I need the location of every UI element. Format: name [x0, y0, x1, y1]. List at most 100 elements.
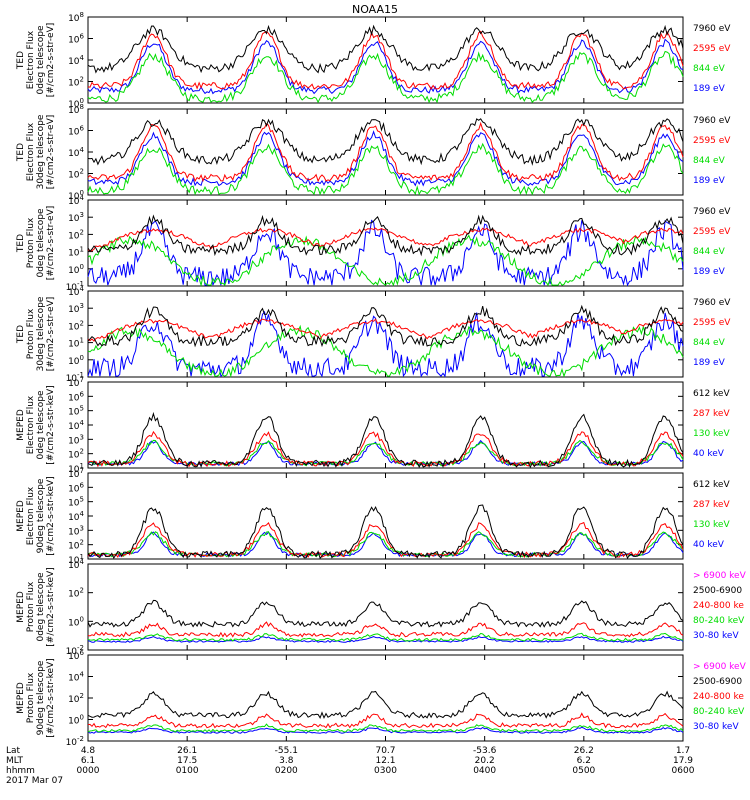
- y-tick-label: 108: [68, 11, 84, 24]
- x-row-label: hhmm: [6, 766, 35, 776]
- series-line-black: [87, 411, 684, 469]
- series-line-green: [87, 723, 684, 733]
- legend-entry: 240-800 ke: [693, 692, 744, 702]
- y-tick-label: 104: [68, 146, 84, 159]
- y-tick-label: 100: [68, 615, 84, 628]
- panel-frame: [87, 16, 684, 104]
- x-tick-lat: 26.1: [177, 746, 197, 756]
- y-axis-label-line: TED: [16, 143, 26, 162]
- legend-entry: > 6900 keV: [693, 571, 747, 581]
- x-tick-hhmm: 0600: [672, 766, 695, 776]
- x-row-label: Lat: [6, 746, 21, 756]
- y-tick-label: 103: [68, 302, 84, 315]
- y-tick-label: 106: [68, 481, 84, 494]
- y-axis-label-line: TED: [16, 234, 26, 253]
- y-axis-label-line: 90deg telescope: [36, 660, 46, 735]
- y-axis-label-line: MEPED: [16, 409, 26, 441]
- legend-entry: 844 eV: [693, 338, 726, 348]
- y-axis-label-line: MEPED: [16, 500, 26, 532]
- y-tick-label: 102: [68, 228, 84, 241]
- legend-entry: 189 eV: [693, 176, 726, 186]
- y-axis-label-line: MEPED: [16, 682, 26, 714]
- y-axis-label-line: Electron Flux: [26, 395, 36, 454]
- legend-entry: 844 eV: [693, 156, 726, 166]
- legend-entry: 189 eV: [693, 84, 726, 94]
- y-axis-label-line: [#/cm2-s-str-eV]: [46, 206, 56, 281]
- series-line-green: [87, 142, 684, 196]
- panel-ted-e-0: 100 102 104 106 108 TED Electron Flux 0deg tele…: [16, 11, 731, 110]
- y-tick-label: 10-2: [66, 735, 84, 748]
- series-line-green: [87, 50, 684, 104]
- legend-entry: 2595 eV: [693, 318, 731, 328]
- x-tick-hhmm: 0400: [473, 766, 496, 776]
- legend-entry: > 6900 keV: [693, 662, 747, 672]
- y-tick-label: 102: [68, 692, 84, 705]
- y-axis-label-line: Electron Flux: [26, 30, 36, 89]
- legend-entry: 2595 eV: [693, 44, 731, 54]
- legend-entry: 130 keV: [693, 520, 730, 530]
- y-tick-label: 102: [68, 448, 84, 461]
- y-tick-label: 104: [68, 671, 84, 684]
- y-axis-label-line: [#/cm2-s-str-eV]: [46, 115, 56, 190]
- y-tick-label: 103: [68, 524, 84, 537]
- x-tick-lat: -53.6: [473, 746, 497, 756]
- series-line-black: [87, 214, 684, 257]
- y-tick-label: 103: [68, 211, 84, 224]
- x-tick-hhmm: 0300: [374, 766, 397, 776]
- y-tick-label: 10-1: [66, 371, 84, 384]
- series-line-green: [87, 324, 684, 378]
- x-tick-lat: 1.7: [676, 746, 690, 756]
- y-axis-label: TED Proton Flux 30deg telescope [#/cm2-s-st…: [16, 296, 56, 371]
- legend-entry: 30-80 keV: [693, 722, 739, 732]
- y-tick-label: 102: [68, 168, 84, 181]
- y-axis-label: MEPED Electron Flux 0deg telescope [#/cm2-s…: [16, 385, 56, 464]
- series-line-green: [87, 632, 684, 642]
- legend-entry: 80-240 keV: [693, 707, 745, 717]
- y-tick-label: 100: [68, 263, 84, 276]
- y-axis-label-line: [#/cm2-s-str-keV]: [46, 476, 56, 555]
- chart-title: NOAA15: [352, 3, 398, 16]
- series-line-black: [87, 690, 684, 720]
- y-axis-label-line: Proton Flux: [26, 217, 36, 268]
- y-axis-label-line: 90deg telescope: [36, 478, 46, 553]
- series-line-blue: [87, 130, 684, 187]
- y-tick-label: 104: [68, 510, 84, 523]
- y-tick-label: 101: [68, 246, 84, 259]
- y-tick-label: 106: [68, 33, 84, 46]
- panel-ted-e-30: 100 102 104 106 108 TED Electron Flux 30deg tel…: [16, 103, 731, 202]
- y-tick-label: 101: [68, 337, 84, 350]
- y-axis-label-line: [#/cm2-s-str-keV]: [46, 385, 56, 464]
- y-tick-label: 102: [68, 76, 84, 89]
- legend-entry: 612 keV: [693, 480, 730, 490]
- legend-entry: 844 eV: [693, 64, 726, 74]
- y-axis-label-line: Electron Flux: [26, 486, 36, 545]
- y-tick-label: 102: [68, 319, 84, 332]
- series-line-blue: [87, 38, 684, 95]
- series-line-blue: [87, 219, 684, 287]
- y-tick-label: 102: [68, 587, 84, 600]
- y-tick-label: 100: [68, 354, 84, 367]
- y-axis-label-line: 0deg telescope: [36, 208, 46, 278]
- series-line-red: [87, 712, 684, 729]
- series-line-black: [87, 118, 684, 166]
- legend-entry: 2500-6900: [693, 586, 742, 596]
- series-line-green: [87, 234, 684, 288]
- panel-ted-p-30: 10-1 100 101 102 103 104 TED Proton Flux 30deg t…: [16, 285, 731, 384]
- x-tick-lat: 26.2: [574, 746, 594, 756]
- x-tick-mlt: 12.1: [375, 756, 395, 766]
- legend-entry: 7960 eV: [693, 116, 731, 126]
- y-tick-label: 100: [68, 189, 84, 202]
- y-axis-label-line: 0deg telescope: [36, 390, 46, 460]
- series-line-red: [87, 318, 684, 342]
- y-tick-label: 101: [68, 553, 84, 566]
- y-tick-label: 104: [68, 54, 84, 67]
- y-tick-label: 106: [68, 390, 84, 403]
- y-tick-label: 10-1: [66, 280, 84, 293]
- y-tick-label: 100: [68, 714, 84, 727]
- legend-entry: 130 keV: [693, 429, 730, 439]
- x-tick-mlt: 6.1: [81, 756, 95, 766]
- x-tick-hhmm: 0100: [176, 766, 199, 776]
